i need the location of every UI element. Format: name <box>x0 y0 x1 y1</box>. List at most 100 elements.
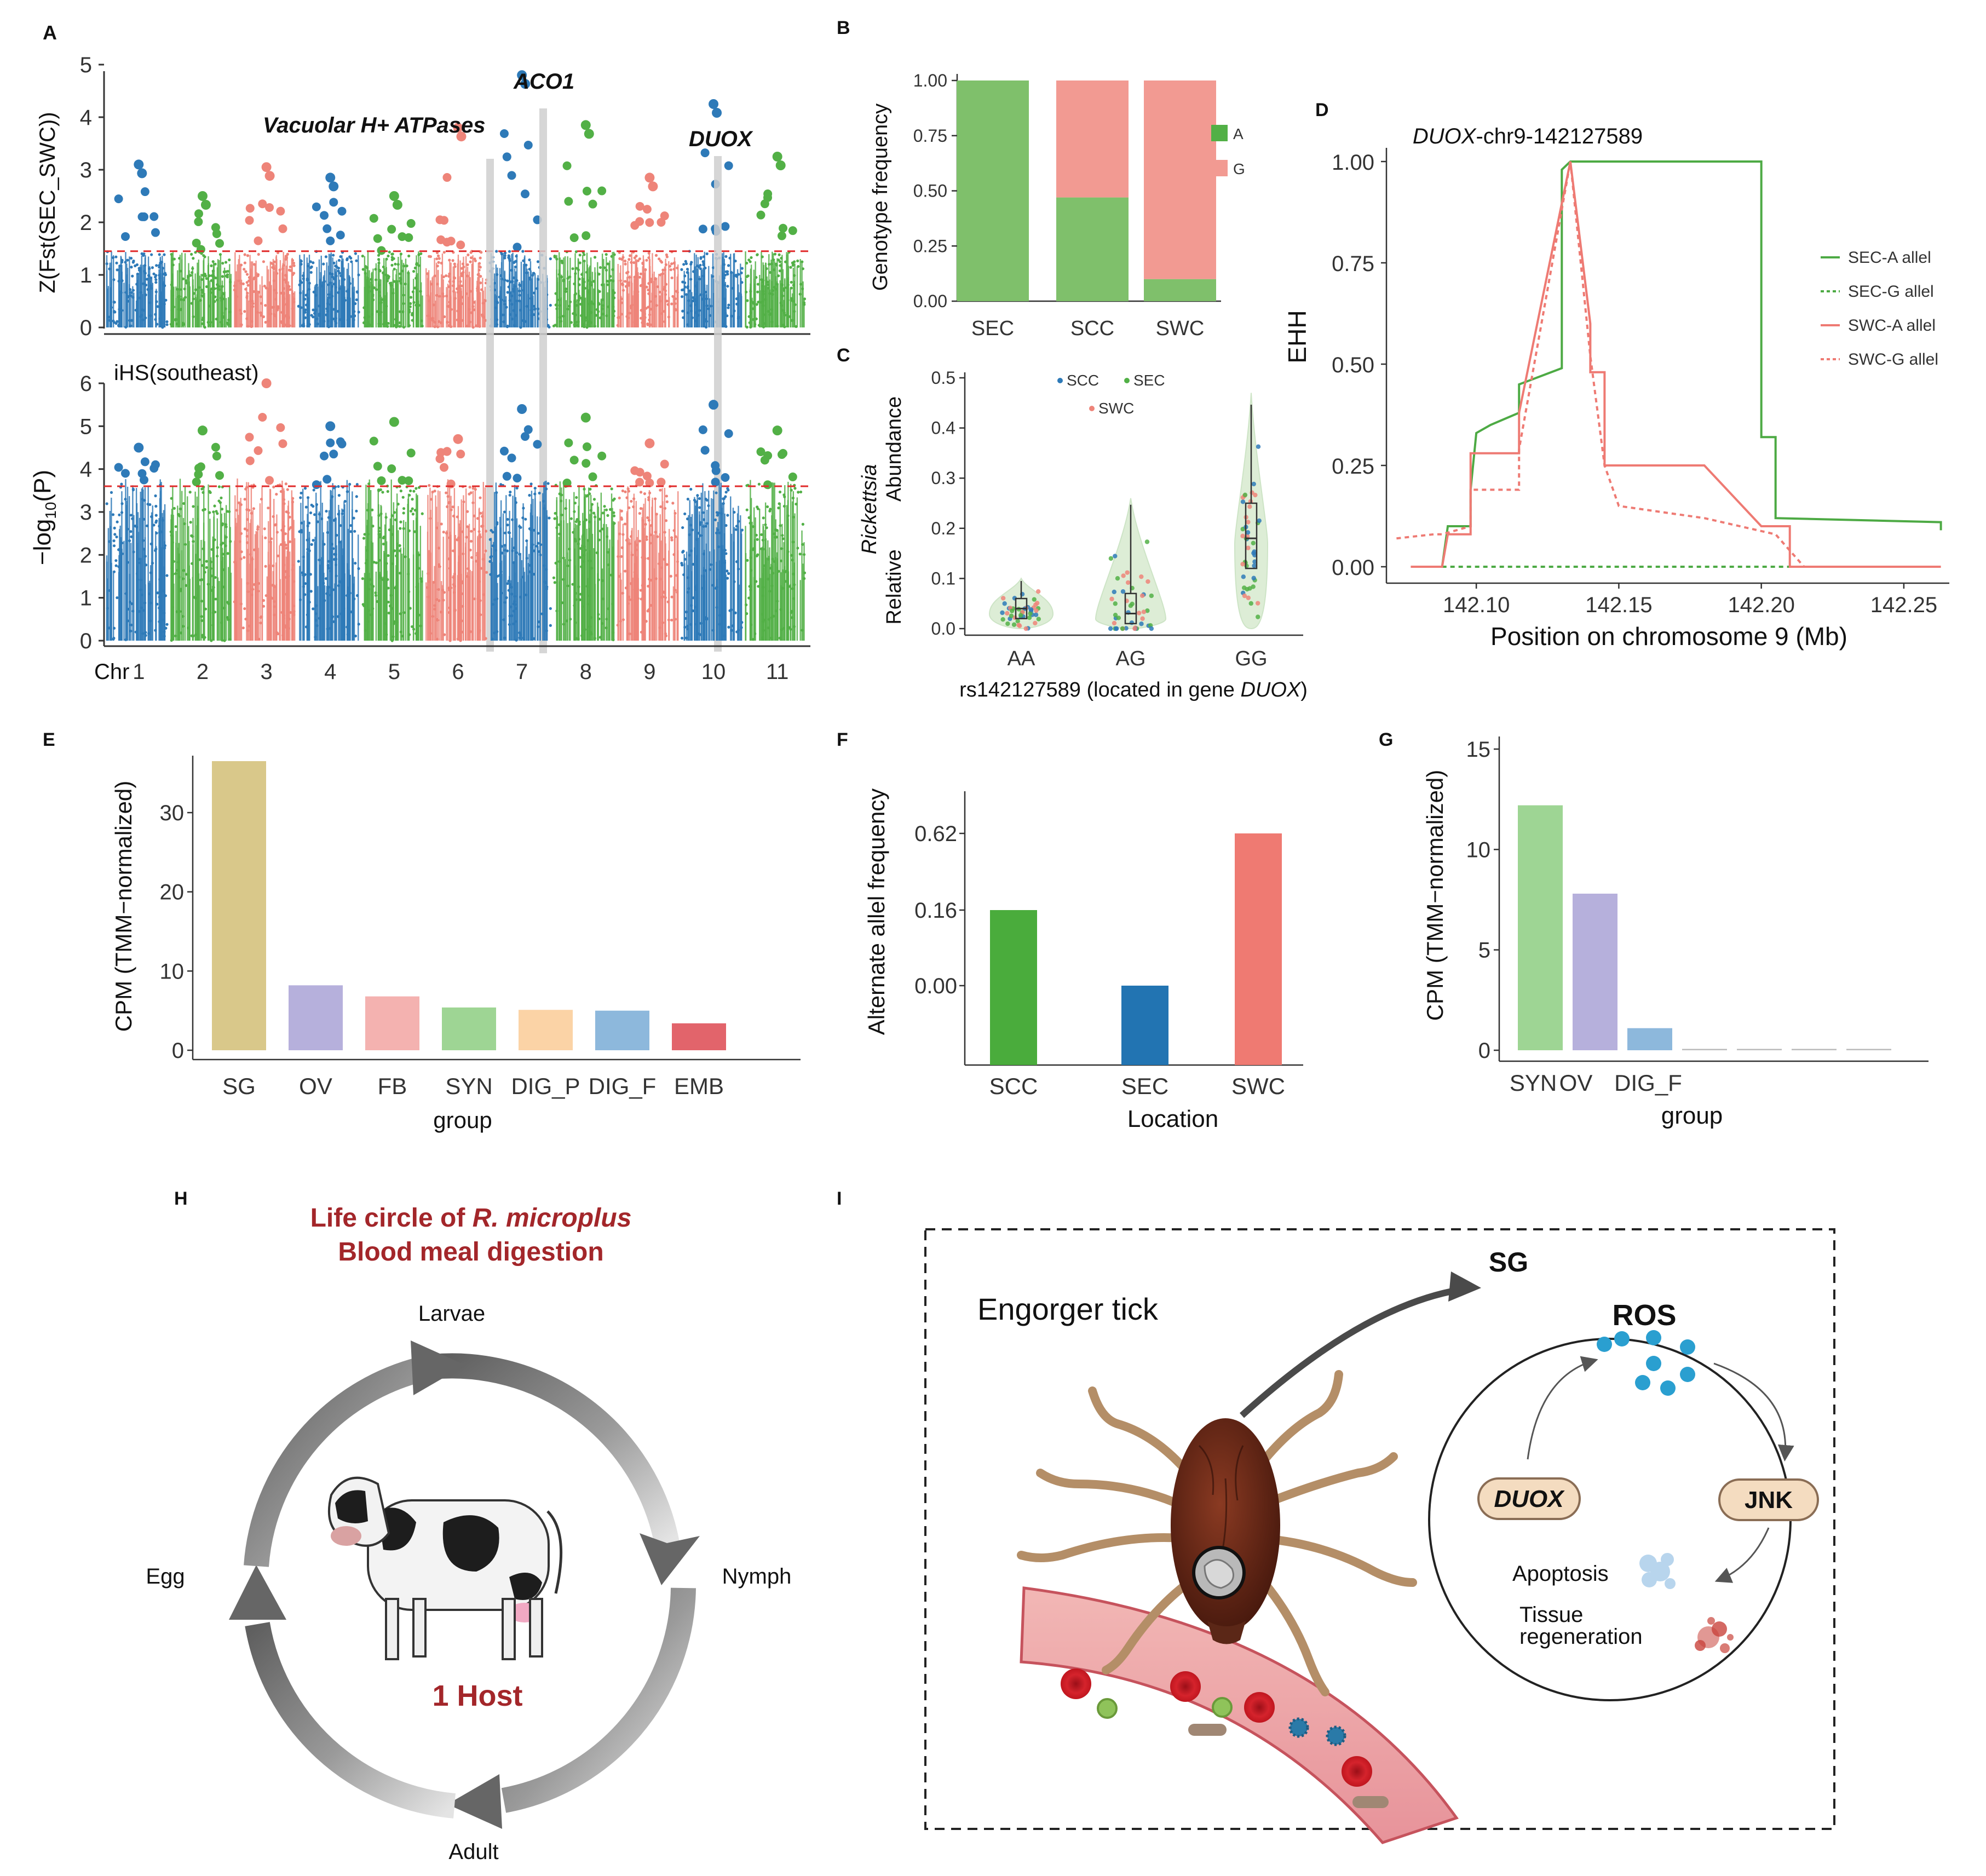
fst-snp <box>532 272 536 275</box>
fst-snp <box>586 279 590 283</box>
fst-snp <box>241 282 245 285</box>
ihs-snp <box>170 567 174 570</box>
fst-snp <box>663 285 666 289</box>
bar <box>365 996 419 1050</box>
ihs-snp <box>691 609 694 613</box>
ihs-snp <box>378 559 381 562</box>
ihs-snp <box>665 563 669 566</box>
ihs-snp <box>471 501 475 504</box>
fst-snp <box>201 291 204 294</box>
ihs-snp <box>210 639 213 642</box>
bar-tick-label: 30 <box>160 801 185 825</box>
ihs-snp <box>200 487 204 491</box>
ros-dot <box>1660 1380 1676 1396</box>
fst-snp <box>456 309 459 313</box>
fst-snp <box>339 318 342 321</box>
ihs-snp <box>300 491 303 495</box>
ihs-snp <box>163 635 166 638</box>
ihs-snp <box>539 543 543 546</box>
fst-snp <box>188 274 192 277</box>
fst-snp <box>138 296 141 300</box>
ihs-peak-point <box>772 425 782 436</box>
fst-snp <box>624 285 628 288</box>
ihs-snp <box>670 595 673 599</box>
fst-snp <box>779 264 782 267</box>
c-data-point <box>1145 579 1150 584</box>
fst-snp <box>413 266 417 269</box>
fst-snp <box>785 286 788 290</box>
ihs-snp <box>522 636 525 640</box>
ihs-snp <box>337 494 341 497</box>
ihs-snp <box>663 507 667 510</box>
fst-snp <box>343 298 347 302</box>
bacterium-2 <box>1352 1796 1389 1808</box>
fst-snp <box>439 321 442 324</box>
arc-larvae-nymph <box>431 1353 680 1546</box>
ihs-snp <box>699 523 702 526</box>
fst-signal-point <box>507 171 516 180</box>
ihs-snp <box>215 510 218 513</box>
fst-snp <box>203 273 206 276</box>
ihs-snp <box>673 511 677 515</box>
fst-snp <box>134 308 137 312</box>
ihs-snp <box>792 572 795 576</box>
f-category-label: SCC <box>989 1073 1038 1099</box>
ihs-snp <box>376 600 379 603</box>
ihs-snp <box>683 625 687 629</box>
ihs-snp <box>332 486 336 490</box>
fst-snp <box>202 316 205 320</box>
fst-snp <box>452 280 455 283</box>
ihs-snp <box>289 611 292 614</box>
ihs-snp <box>511 622 515 625</box>
ihs-snp <box>428 484 431 487</box>
fst-snp <box>665 300 669 303</box>
chr-label: 8 <box>580 660 592 684</box>
fst-snp <box>409 296 413 299</box>
fst-snp <box>164 298 168 302</box>
regen-cell <box>1712 1621 1727 1637</box>
fst-snp <box>495 250 498 253</box>
cow-leg-1 <box>385 1598 399 1660</box>
ihs-signal-point <box>711 477 720 487</box>
ihs-snp <box>514 607 517 610</box>
ihs-snp <box>224 544 227 548</box>
fst-snp <box>331 295 334 298</box>
ihs-snp <box>644 620 648 623</box>
ihs-snp <box>174 572 177 576</box>
ihs-snp <box>299 496 302 499</box>
fst-snp <box>771 292 774 296</box>
ihs-snp <box>285 592 288 596</box>
ihs-signal-point <box>377 476 386 485</box>
ihs-snp <box>660 566 664 569</box>
ihs-snp <box>782 626 785 630</box>
fst-snp <box>262 260 266 263</box>
fst-snp <box>112 300 116 304</box>
fst-snp <box>628 258 631 261</box>
fst-snp <box>182 298 186 302</box>
ihs-snp <box>675 574 678 577</box>
c-data-point <box>1033 612 1039 617</box>
fst-snp <box>597 301 600 305</box>
ihs-snp <box>451 549 455 553</box>
ihs-snp <box>284 576 287 579</box>
ihs-snp <box>448 589 451 592</box>
fst-snp <box>192 292 195 295</box>
ihs-snp <box>117 565 120 568</box>
ihs-snp <box>315 503 319 507</box>
fst-snp <box>367 315 371 318</box>
tick-leg-8 <box>1255 1573 1329 1696</box>
fst-snp <box>386 325 389 328</box>
fst-snp <box>212 274 215 278</box>
ihs-snp <box>209 567 212 570</box>
h-title-line1: Life circle of R. microplus <box>310 1204 632 1233</box>
fst-signal-point <box>312 202 321 211</box>
fst-signal-point <box>114 194 123 204</box>
fst-snp <box>110 306 113 309</box>
b-tick-label: 0.25 <box>913 236 947 256</box>
ihs-snp <box>387 600 390 604</box>
ihs-snp <box>470 530 473 533</box>
fst-signal-point <box>564 197 573 206</box>
ihs-snp <box>431 490 434 494</box>
fst-snp <box>399 272 402 275</box>
fst-snp <box>521 250 525 253</box>
